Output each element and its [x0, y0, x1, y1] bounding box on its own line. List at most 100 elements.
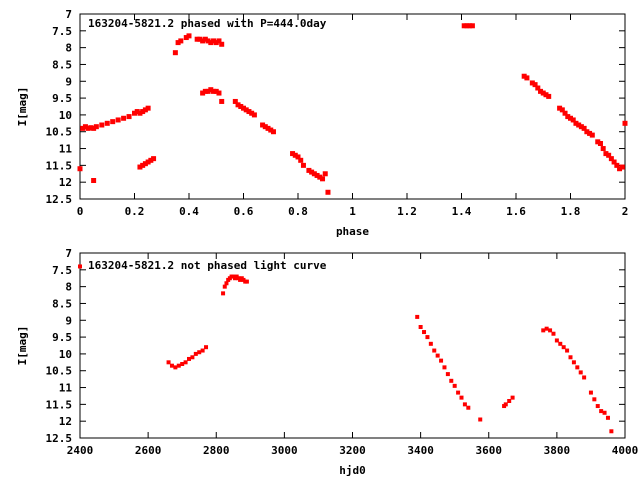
chart0-data-point: [314, 172, 320, 178]
chart1-data-point: [169, 363, 174, 368]
unphased-light-curve-plot: 2400 2600 2800 3000 3200 3400 3600 3800 4000 7 7.5…: [16, 247, 638, 477]
chart0-y-tick-label: 10.5: [46, 126, 73, 139]
chart1-plot-frame: [79, 252, 626, 439]
chart0-x-tick-label: 0.6: [234, 205, 254, 218]
chart0-y-tick-label: 11.5: [46, 159, 73, 172]
chart0-x-tick-label: 1.2: [397, 205, 417, 218]
chart1-data-point: [582, 375, 587, 380]
chart1-data-point: [452, 383, 457, 388]
chart0-data-point: [317, 174, 323, 180]
chart0-data-point: [137, 110, 143, 116]
chart0-data-point: [104, 120, 110, 126]
chart1-data-point: [510, 395, 515, 400]
chart1-data-point: [571, 360, 576, 365]
chart1-data-point: [432, 348, 437, 353]
chart1-data-point: [200, 348, 205, 353]
chart0-x-tick-label: 1.6: [506, 205, 526, 218]
chart1-data-point: [204, 345, 209, 350]
chart0-data-point: [300, 162, 306, 168]
chart0-data-point: [121, 115, 127, 121]
chart1-data-point: [166, 360, 171, 365]
chart1-data-point: [554, 338, 559, 343]
chart0-data-point: [216, 38, 222, 44]
chart1-x-tick-label: 2600: [135, 444, 162, 457]
chart0-data-point: [80, 125, 86, 131]
chart0-data-point: [126, 114, 132, 120]
chart0-data-point: [178, 38, 184, 44]
chart0-data-point: [622, 120, 628, 126]
chart0-data-point: [268, 127, 274, 133]
chart1-data-point: [565, 348, 570, 353]
chart0-data-point: [532, 82, 538, 88]
chart0-data-point: [469, 23, 475, 29]
chart1-data-point: [187, 356, 191, 361]
chart0-data-point: [600, 146, 606, 152]
chart1-data-point: [507, 399, 512, 403]
chart1-data-point: [439, 358, 444, 363]
chart1-data-point: [605, 415, 610, 420]
chart0-data-point: [172, 50, 178, 56]
chart1-data-point: [558, 341, 563, 346]
chart0-x-axis-label: phase: [336, 225, 369, 238]
chart0-y-tick-label: 11: [59, 143, 73, 156]
chart0-data-point: [208, 87, 214, 93]
chart0-data-point: [617, 166, 623, 172]
chart0-data-point: [292, 152, 298, 158]
chart1-data-point: [575, 365, 580, 370]
chart0-data-point: [295, 154, 301, 160]
chart0-data-point: [202, 88, 208, 94]
chart1-data-point: [221, 291, 226, 296]
chart0-data-point: [576, 122, 582, 128]
chart0-data-point: [200, 90, 206, 96]
chart1-data-point: [462, 402, 467, 407]
chart0-x-tick-label: 1.8: [561, 205, 581, 218]
chart0-data-point: [186, 33, 192, 39]
chart0-data-point: [93, 124, 99, 130]
chart0-data-point: [524, 75, 530, 81]
chart0-data-point: [467, 23, 473, 29]
chart0-data-point: [211, 38, 217, 44]
chart0-data-point: [589, 132, 595, 138]
chart0-data-point: [529, 80, 535, 86]
chart1-data-point: [244, 279, 249, 284]
chart1-data-point: [503, 402, 508, 407]
chart1-y-tick-label: 11.5: [46, 398, 73, 411]
chart0-data-point: [595, 139, 601, 145]
chart0-data-point: [200, 38, 206, 44]
chart0-data-point: [91, 178, 97, 183]
chart1-data-point: [551, 331, 556, 336]
chart1-data-point: [578, 370, 583, 375]
chart0-data-point: [464, 23, 470, 29]
chart0-data-point: [202, 36, 208, 42]
chart1-data-point: [415, 314, 420, 319]
chart0-x-tick-label: 1: [349, 205, 356, 218]
chart1-data-point: [224, 281, 229, 286]
chart0-data-point: [606, 152, 612, 158]
chart0-data-point: [540, 90, 546, 96]
chart1-data-point: [222, 284, 227, 289]
chart1-data-point: [78, 264, 82, 269]
chart0-data-point: [194, 36, 200, 42]
chart0-data-point: [614, 162, 620, 168]
chart0-data-point: [91, 125, 97, 131]
chart0-y-tick-label: 9.5: [52, 92, 72, 105]
chart0-data-point: [538, 88, 544, 94]
chart0-y-tick-label: 8.5: [52, 58, 72, 71]
chart0-data-point: [584, 129, 590, 135]
chart0-data-point: [208, 40, 214, 46]
chart0-data-point: [461, 23, 467, 29]
chart0-data-point: [546, 93, 552, 99]
chart1-data-point: [548, 328, 553, 333]
chart1-data-point: [428, 341, 433, 346]
chart0-data-point: [145, 159, 151, 165]
chart0-data-point: [142, 161, 148, 167]
chart0-data-point: [619, 164, 625, 170]
chart0-plot-frame: [79, 13, 626, 200]
chart0-data-point: [260, 122, 266, 128]
chart1-data-point: [459, 395, 464, 400]
chart1-data-point: [418, 325, 423, 329]
chart1-data-point: [435, 353, 440, 358]
chart1-y-axis-label: I[mag]: [16, 326, 29, 366]
chart0-data-point: [197, 36, 203, 42]
chart0-y-tick-label: 7.5: [52, 25, 72, 38]
